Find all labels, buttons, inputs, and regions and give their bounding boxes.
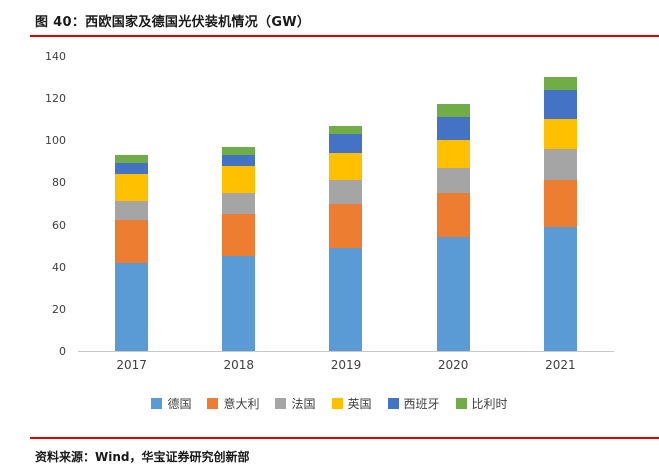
bar-segment-英国 — [329, 152, 363, 181]
bar-segment-意大利 — [222, 214, 256, 257]
y-tick-label: 80 — [52, 176, 66, 190]
y-tick-label: 40 — [52, 260, 66, 274]
legend-swatch — [151, 397, 163, 409]
bar-segment-比利时 — [543, 77, 577, 90]
legend-item-西班牙: 西班牙 — [387, 395, 440, 412]
y-tick-label: 120 — [45, 92, 66, 106]
chart-legend: 德国 意大利 法国 英国 西班牙 比利时 — [0, 395, 659, 412]
bar-segment-英国 — [543, 119, 577, 149]
title-divider — [30, 35, 659, 37]
legend-label: 德国 — [167, 396, 192, 411]
source-divider — [30, 437, 659, 439]
bar-segment-法国 — [222, 192, 256, 215]
y-tick-label: 0 — [59, 345, 66, 358]
bars-container — [78, 57, 614, 352]
legend-item-德国: 德国 — [151, 395, 191, 412]
bar-segment-法国 — [436, 167, 470, 193]
legend-item-比利时: 比利时 — [455, 395, 508, 412]
legend-swatch — [455, 397, 467, 409]
y-tick-label: 100 — [45, 134, 66, 148]
stacked-bar-chart: 0 20 40 60 80 100 120 140 2017 2018 2019 2020 2021 — [30, 50, 614, 372]
y-tick-label: 60 — [52, 218, 66, 232]
stacked-bar-2018 — [222, 146, 256, 351]
bar-segment-比利时 — [222, 146, 256, 156]
x-tick-label: 2017 — [116, 358, 147, 372]
bar-segment-德国 — [543, 226, 577, 351]
bar-segment-西班牙 — [329, 133, 363, 153]
bar-segment-法国 — [543, 148, 577, 181]
bar-segment-西班牙 — [115, 163, 149, 175]
bar-segment-法国 — [115, 201, 149, 221]
bar-segment-比利时 — [115, 155, 149, 164]
bar-segment-德国 — [436, 237, 470, 351]
figure-title-row: 图 40：西欧国家及德国光伏装机情况（GW） — [0, 0, 659, 30]
y-axis: 0 20 40 60 80 100 120 140 — [30, 50, 78, 358]
bar-segment-比利时 — [436, 104, 470, 118]
stacked-bar-2019 — [329, 125, 363, 351]
source-row: 资料来源：Wind，华宝证券研究创新部 — [0, 439, 659, 465]
bar-segment-英国 — [436, 140, 470, 168]
y-tick-label: 140 — [45, 50, 66, 63]
bar-segment-西班牙 — [222, 155, 256, 166]
bar-segment-法国 — [329, 180, 363, 204]
x-tick-label: 2021 — [545, 358, 576, 372]
stacked-bar-2020 — [436, 104, 470, 351]
legend-item-法国: 法国 — [275, 395, 316, 412]
bar-segment-德国 — [329, 247, 363, 351]
y-tick-label: 20 — [52, 302, 66, 316]
x-tick-label: 2019 — [330, 358, 362, 372]
legend-item-意大利: 意大利 — [207, 395, 259, 412]
bar-segment-意大利 — [436, 192, 470, 238]
bar-segment-德国 — [222, 256, 256, 351]
legend-label: 比利时 — [471, 396, 508, 411]
bar-segment-英国 — [222, 165, 256, 193]
legend-swatch — [207, 397, 219, 409]
source-note: 资料来源：Wind，华宝证券研究创新部 — [35, 450, 250, 464]
legend-swatch — [275, 397, 287, 409]
stacked-bar-2021 — [543, 77, 577, 351]
bar-segment-西班牙 — [436, 117, 470, 141]
legend-swatch — [331, 397, 343, 409]
legend-swatch — [387, 397, 399, 409]
stacked-bar-2017 — [115, 155, 149, 351]
bar-segment-意大利 — [543, 180, 577, 227]
x-axis: 2017 2018 2019 2020 2021 — [78, 358, 614, 372]
bar-segment-意大利 — [115, 220, 149, 263]
bar-segment-西班牙 — [543, 89, 577, 120]
bar-segment-比利时 — [329, 125, 363, 134]
figure-title: 图 40：西欧国家及德国光伏装机情况（GW） — [35, 15, 311, 30]
x-tick-label: 2020 — [437, 358, 469, 372]
x-tick-label: 2018 — [223, 358, 255, 372]
legend-item-英国: 英国 — [331, 395, 372, 412]
legend-label: 西班牙 — [403, 396, 440, 411]
legend-label: 法国 — [291, 396, 316, 411]
bar-segment-德国 — [115, 262, 149, 351]
plot-area: 2017 2018 2019 2020 2021 — [78, 57, 614, 372]
legend-label: 意大利 — [223, 396, 260, 411]
legend-label: 英国 — [347, 396, 372, 411]
bar-segment-英国 — [115, 174, 149, 202]
bar-segment-意大利 — [329, 203, 363, 248]
